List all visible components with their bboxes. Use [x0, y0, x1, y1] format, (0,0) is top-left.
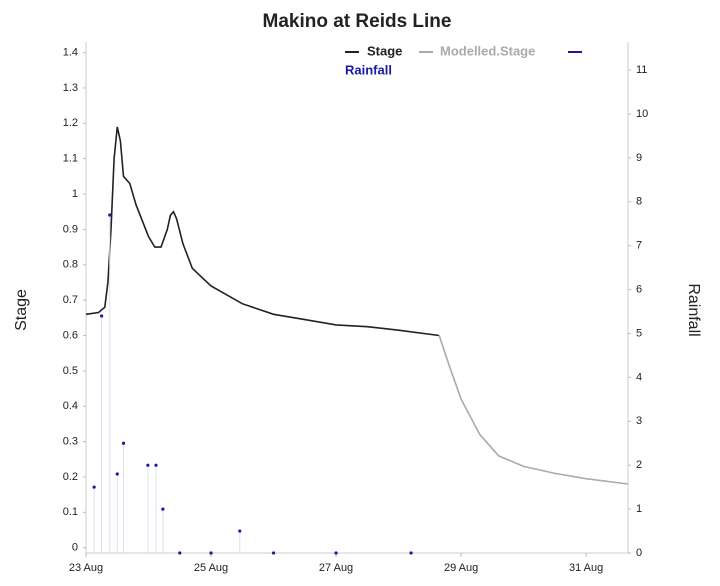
y2-tick-label: 9 [636, 152, 642, 164]
rain-point [146, 463, 150, 467]
rain-point [154, 463, 158, 467]
x-tick-label: 31 Aug [569, 562, 603, 574]
y-tick-label: 0.4 [63, 400, 78, 412]
y-tick-label: 1 [72, 188, 78, 200]
y-tick-label: 0.8 [63, 259, 78, 271]
y-tick-label: 0.6 [63, 329, 78, 341]
legend-label: Modelled.Stage [440, 43, 535, 58]
y2-axis-title: Rainfall [685, 283, 702, 336]
y2-tick-label: 5 [636, 327, 642, 339]
rain-point [238, 529, 242, 533]
x-tick-label: 23 Aug [69, 562, 103, 574]
y2-tick-label: 0 [636, 547, 642, 559]
x-tick-label: 25 Aug [194, 562, 228, 574]
legend-label: Rainfall [345, 62, 392, 77]
rain-point [178, 551, 182, 555]
rain-point [121, 441, 126, 445]
y-tick-label: 1.2 [63, 117, 78, 129]
y-tick-label: 0.5 [63, 365, 78, 377]
y-tick-label: 1.3 [63, 82, 78, 94]
y-tick-label: 0.3 [63, 436, 78, 448]
x-tick-label: 27 Aug [319, 562, 353, 574]
y2-tick-label: 11 [636, 64, 647, 76]
y2-tick-label: 6 [636, 284, 642, 296]
y-tick-label: 0.2 [63, 471, 78, 483]
y2-tick-label: 4 [636, 371, 642, 383]
y2-tick-label: 3 [636, 415, 642, 427]
y2-tick-label: 10 [636, 108, 648, 120]
y-tick-label: 0.9 [63, 223, 78, 235]
rain-point [108, 213, 112, 217]
chart-title: Makino at Reids Line [263, 11, 452, 32]
x-tick-label: 29 Aug [444, 562, 478, 574]
y-tick-label: 0.7 [63, 294, 78, 306]
series-line [438, 335, 629, 485]
rain-point [115, 472, 119, 476]
legend-label: Stage [367, 43, 402, 58]
series-line [85, 126, 440, 337]
rain-point [100, 314, 104, 318]
y-tick-label: 1.4 [63, 47, 78, 59]
y-axis-title: Stage [13, 289, 30, 331]
rain-point [409, 551, 413, 555]
rain-point [334, 551, 338, 555]
y2-tick-label: 2 [636, 459, 642, 471]
rain-point [271, 551, 276, 555]
y2-tick-label: 7 [636, 240, 642, 252]
y-tick-label: 0 [72, 542, 78, 554]
y2-tick-label: 8 [636, 196, 642, 208]
rain-point [161, 507, 165, 511]
rain-point [209, 551, 213, 555]
y-tick-label: 1.1 [63, 153, 78, 165]
y2-tick-label: 1 [636, 503, 642, 515]
y-tick-label: 0.1 [63, 506, 78, 518]
rain-point [92, 485, 96, 489]
